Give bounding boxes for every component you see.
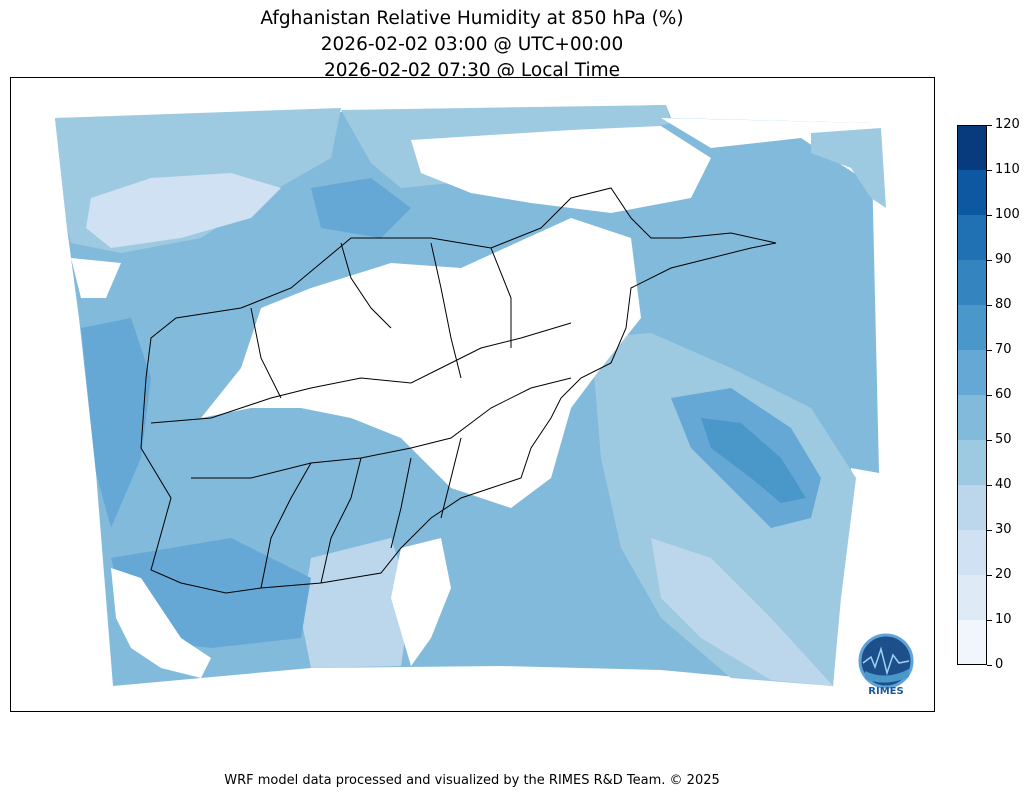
colorbar-segment [957,260,987,305]
colorbar-segment [957,440,987,485]
humidity-zone-east-light [591,333,856,686]
title-line-2: 2026-02-02 03:00 @ UTC+00:00 [320,34,624,55]
title-line-1: Afghanistan Relative Humidity at 850 hPa… [260,8,684,29]
colorbar-tick [987,125,992,126]
colorbar-border [957,125,987,665]
humidity-zone-west-dark [81,318,151,528]
colorbar-tick-label: 50 [995,432,1012,447]
colorbar-tick-label: 120 [995,117,1020,132]
rimes-logo: RIMES [853,633,919,699]
no-data-region-central [201,218,641,508]
colorbar-tick-label: 90 [995,252,1012,267]
colorbar-segment [957,395,987,440]
colorbar-segment [957,305,987,350]
colorbar-tick [987,530,992,531]
colorbar-tick-label: 80 [995,297,1012,312]
map-title: Afghanistan Relative Humidity at 850 hPa… [0,6,944,84]
colorbar-tick [987,395,992,396]
colorbar-segment [957,485,987,530]
colorbar-tick [987,620,992,621]
colorbar-tick-label: 100 [995,207,1020,222]
afghanistan-border [140,187,777,594]
colorbar-tick [987,440,992,441]
footer-credit: WRF model data processed and visualized … [224,773,720,788]
colorbar-tick [987,485,992,486]
colorbar-tick-label: 30 [995,522,1012,537]
colorbar-segment [957,215,987,260]
colorbar-segment [957,350,987,395]
humidity-map [55,105,886,686]
no-data-region-southwest [111,568,211,678]
colorbar-segment [957,575,987,620]
title-line-3: 2026-02-02 07:30 @ Local Time [323,60,621,81]
colorbar-tick-label: 40 [995,477,1012,492]
humidity-zone-northwest-dark [311,178,411,238]
colorbar-tick [987,170,992,171]
colorbar-segment [957,170,987,215]
colorbar-tick-label: 60 [995,387,1012,402]
colorbar-tick [987,260,992,261]
colorbar-tick-label: 70 [995,342,1012,357]
no-data-region-west [71,258,121,298]
colorbar-segment [957,620,987,665]
rimes-logo-icon [858,633,914,689]
humidity-zone-southeast-light [651,538,833,686]
colorbar-tick [987,215,992,216]
colorbar-tick-label: 110 [995,162,1020,177]
colorbar-segment [957,125,987,170]
colorbar-segment [957,530,987,575]
colorbar-tick-label: 20 [995,567,1012,582]
colorbar-tick [987,575,992,576]
colorbar-tick-label: 10 [995,612,1012,627]
humidity-patch-northeast [811,128,886,208]
province-borders [150,242,572,589]
colorbar-tick [987,305,992,306]
no-data-region-pakistan [391,538,451,666]
map-panel [10,77,935,712]
colorbar-tick [987,350,992,351]
humidity-zone-20-30 [86,173,281,248]
humidity-zone-70-80 [701,418,806,503]
colorbar-tick [987,665,992,666]
no-data-region-north [411,126,711,213]
humidity-colorbar: 0 10 20 30 40 50 60 70 80 90 100 110 120 [957,118,1020,672]
logo-text: RIMES [868,686,904,697]
colorbar-tick-label: 0 [995,657,1004,672]
